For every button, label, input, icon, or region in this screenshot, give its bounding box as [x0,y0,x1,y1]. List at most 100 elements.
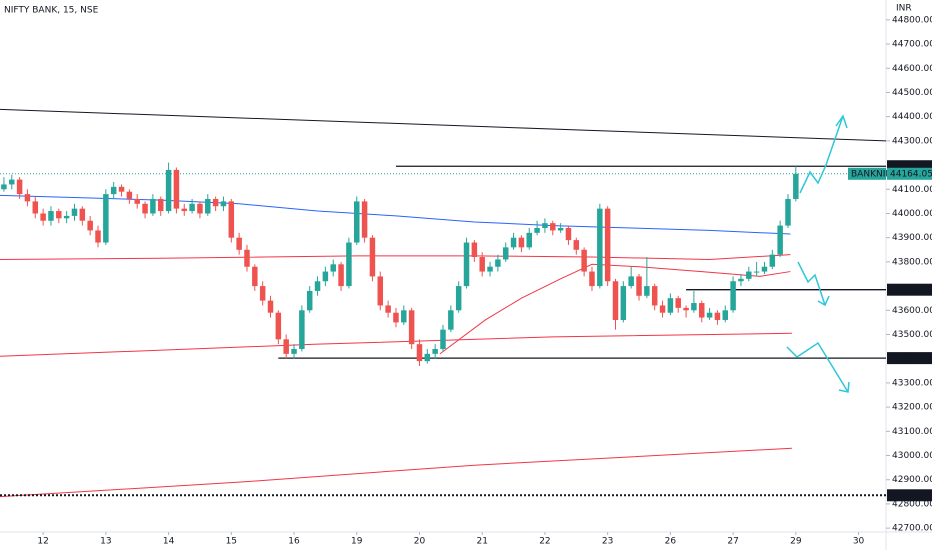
x-tick-label: 27 [727,537,738,547]
candle-body [589,271,595,287]
candle-body [785,198,791,226]
candle-body [502,247,509,260]
candle-body [730,281,736,311]
y-tick-label: 42700.00 [892,524,932,534]
candle-body [510,237,517,248]
candle-body [173,169,180,209]
candle-body [228,201,235,238]
candle-body [432,349,438,354]
candle-body [87,220,93,231]
chart-title: NIFTY BANK, 15, NSE [4,6,99,16]
moving-average [439,263,791,355]
candle-body [714,312,721,320]
candle-body [675,298,681,308]
candle-body [769,254,776,267]
arrow-head [838,381,850,393]
candle-body [738,278,744,282]
candle-body [753,271,760,273]
price-label: 44164.05 [890,169,932,179]
candle-body [283,339,289,354]
candle-body [267,300,274,313]
candle-body [455,286,462,311]
candle-body [408,310,415,345]
candle-body [24,194,31,202]
y-tick-label: 42900.00 [892,475,932,485]
candle-body [620,286,627,320]
candle-body [150,198,156,214]
candle-body [126,191,133,199]
annotation-arrows [786,114,850,393]
candle-body [416,344,423,362]
candle-body [698,303,705,318]
candle-body [244,249,250,267]
x-tick-label: 30 [853,537,865,547]
x-tick-label: 15 [226,537,237,547]
candle-body [259,286,266,301]
candle-body [165,169,172,212]
candle-body [691,303,697,311]
level-tag [887,352,932,365]
candle-body [793,173,799,199]
candle-body [56,211,62,219]
candle-body [463,242,470,287]
candle-body [1,184,7,190]
y-tick-label: 42800.00 [892,499,932,509]
x-tick-label: 23 [602,537,613,547]
candle-body [550,223,556,231]
candle-body [573,240,580,250]
candle-body [659,305,666,313]
y-tick-label: 44300.00 [892,136,932,146]
candle-body [385,305,391,313]
x-tick-label: 13 [100,537,111,547]
candle-body [236,237,242,250]
candle-body [597,208,603,287]
candle-body [314,281,321,291]
y-tick-label: 44100.00 [892,185,932,195]
candle-body [79,208,86,221]
candle-body [361,201,368,238]
symbol-label: BANKNIFTY [851,169,902,179]
candle-body [220,201,227,207]
x-tick-label: 29 [790,537,802,547]
candle-body [612,281,619,320]
candle-body [338,264,344,287]
y-tick-label: 43800.00 [892,257,932,267]
candle-body [761,266,768,272]
y-tick-label: 44500.00 [892,88,932,98]
x-tick-label: 14 [163,537,175,547]
candle-body [424,353,431,362]
candle-body [252,266,258,287]
y-tick-label: 44800.00 [892,15,932,25]
candle-body [722,310,729,320]
candle-body [393,312,399,323]
y-tick-label: 44600.00 [892,64,932,74]
candle-body [134,198,140,204]
y-tick-label: 44700.00 [892,40,932,50]
candle-body [706,312,713,318]
x-tick-label: 16 [288,537,300,547]
candle-body [565,228,572,241]
candle-body [299,310,305,350]
y-tick-label: 43100.00 [892,427,932,437]
y-tick-label: 43500.00 [892,330,932,340]
candle-body [495,259,501,267]
symbol-tag [848,167,886,180]
candle-body [479,257,485,272]
arrow-up [799,115,844,194]
moving-average [0,108,887,142]
candle-body [777,225,783,255]
candle-body [197,203,203,214]
x-tick-label: 26 [665,537,677,547]
candle-body [471,242,478,258]
level-label: 43685.10 [890,285,932,295]
candle-body [157,198,164,212]
candle-body [16,179,23,195]
arrow-head [835,114,848,129]
candle-body [518,237,525,248]
candle-body [103,194,109,243]
candle-body [542,223,548,228]
x-tick-label: 19 [351,537,363,547]
arrow-down [786,341,849,393]
y-tick-label: 43200.00 [892,403,932,413]
candle-body [48,211,54,221]
